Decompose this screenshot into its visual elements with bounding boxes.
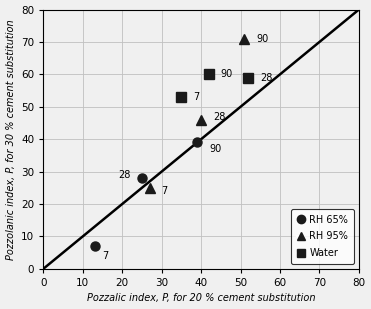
Text: 28: 28 [118,170,131,180]
Text: 28: 28 [260,73,273,83]
X-axis label: Pozzalic index, P, for 20 % cement substitution: Pozzalic index, P, for 20 % cement subst… [87,294,315,303]
Text: 28: 28 [213,112,225,121]
Text: 90: 90 [209,144,221,154]
Text: 90: 90 [256,34,269,44]
Y-axis label: Pozzolanic index, P, for 30 % cement substitution: Pozzolanic index, P, for 30 % cement sub… [6,19,16,260]
Text: 7: 7 [162,186,168,196]
Text: 7: 7 [193,92,200,102]
Text: 7: 7 [102,251,109,261]
Legend: RH 65%, RH 95%, Water: RH 65%, RH 95%, Water [291,209,354,264]
Text: 90: 90 [221,70,233,79]
